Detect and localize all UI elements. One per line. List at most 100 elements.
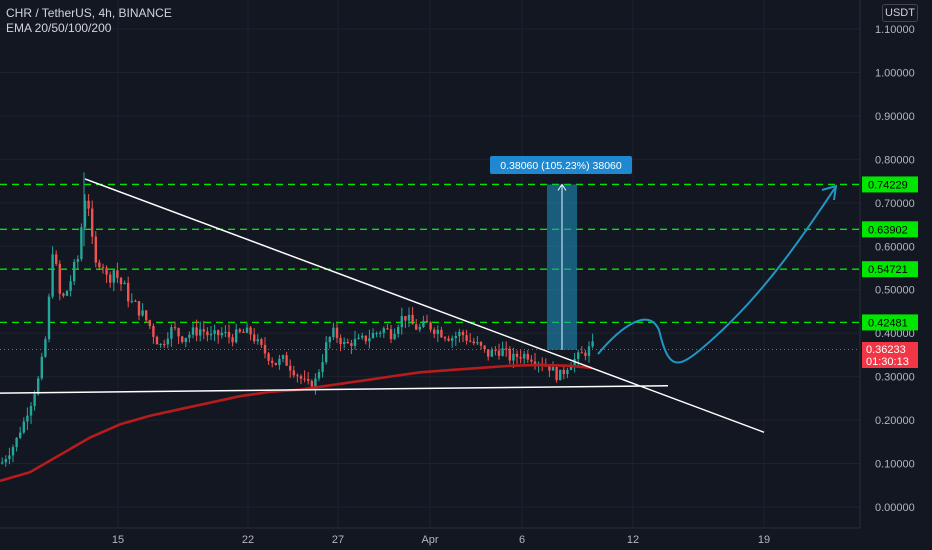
chart-grid [0,0,860,528]
candle [487,349,490,361]
candle-body [227,331,231,338]
y-tick-label: 0.60000 [875,241,915,253]
candle-body [15,437,18,448]
candle-body [148,320,151,326]
candle [472,337,475,346]
candle [51,246,54,299]
candle-body [472,341,475,344]
candle [382,326,385,338]
candle-body [55,254,58,264]
x-tick-label: 12 [627,534,639,546]
candle [393,328,396,341]
candle-body [285,355,288,366]
level-badge [862,221,918,238]
candle [253,328,256,344]
horizontal-levels [0,183,860,351]
candle-body [325,342,328,363]
candle-body [47,296,51,340]
candle [137,300,141,321]
candle-body [501,348,504,356]
candle-body [73,261,76,282]
x-tick-label: 22 [242,534,254,546]
candle-body [1,462,4,464]
candle [94,231,97,268]
candle-body [569,366,573,370]
candle-body [166,338,169,345]
candle-body [346,342,349,344]
candle [328,335,331,349]
candle-body [267,353,270,361]
candle [515,350,519,364]
candle [155,335,159,345]
candle-body [465,335,468,341]
currency-button[interactable]: USDT [882,4,918,22]
candle-body [418,326,421,330]
candle-body [382,328,385,333]
symbol-title[interactable]: CHR / TetherUS, 4h, BINANCE [6,6,172,20]
candle-body [83,200,87,228]
candle [238,327,241,334]
candle [400,307,403,335]
candle [116,262,119,283]
candle [4,455,7,467]
candle [145,310,148,323]
candle-body [40,356,43,379]
candle [44,336,47,358]
candle [130,293,133,304]
candle-body [407,314,411,321]
candle-body [76,259,79,262]
candle-body [188,334,191,338]
candle-body [357,337,360,339]
chart-legend[interactable]: CHR / TetherUS, 4h, BINANCE EMA 20/50/10… [6,6,172,36]
candle-body [123,282,126,285]
candle [83,194,87,229]
candle-body [29,405,33,416]
candle-body [317,372,321,379]
candle [335,322,339,343]
y-tick-label: 0.00000 [875,502,915,514]
candle [559,369,562,381]
y-tick-label: 0.10000 [875,459,915,471]
candle-body [425,320,429,323]
candle [346,338,349,344]
candle [47,293,51,343]
candle-body [533,361,537,365]
candle-body [479,342,483,346]
candle [519,350,522,364]
candle [40,352,43,381]
candle [19,426,22,440]
candle-body [483,345,486,350]
candle [508,346,511,364]
candle-body [364,335,367,342]
candle-body [173,327,177,329]
candle-body [580,352,583,354]
candle [163,339,166,348]
candle [181,335,184,344]
candle [566,367,569,379]
level-badge [862,261,918,278]
candle-body [191,327,195,335]
candle [573,352,576,373]
candle [69,275,72,297]
last-price-badge [862,342,918,368]
candle [339,334,342,352]
indicator-label[interactable]: EMA 20/50/100/200 [6,21,112,35]
candle-body [335,327,339,338]
candle [260,337,263,348]
candle [458,328,461,343]
x-tick-label: Apr [421,534,438,546]
candle [73,259,76,286]
trend-drawings [0,178,838,433]
candle [152,323,155,344]
candle [537,361,540,373]
candle [299,374,303,385]
candle-body [436,329,439,334]
candle [350,339,353,355]
candle-body [213,330,216,334]
candle-body [512,353,515,361]
level-value: 0.74229 [868,179,908,191]
candle [184,337,187,348]
candle [274,362,277,366]
candle-body [281,355,285,359]
